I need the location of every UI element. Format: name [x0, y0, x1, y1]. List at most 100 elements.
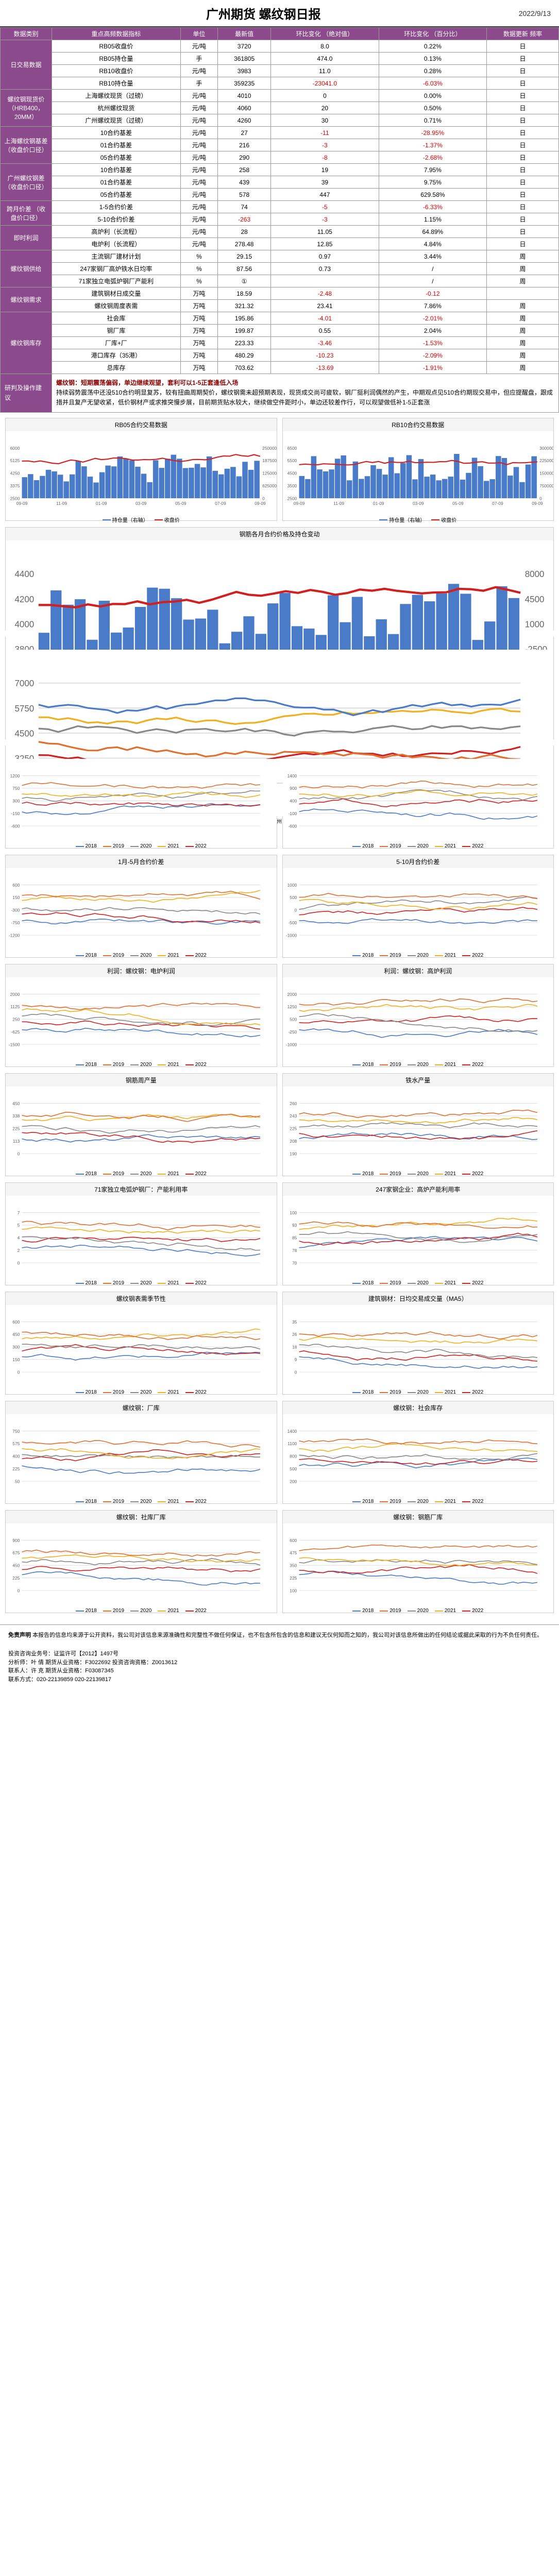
table-header: 环比变化 （百分比） [379, 28, 486, 40]
svg-text:3500: 3500 [287, 483, 297, 488]
data-cell: 278.48 [218, 238, 271, 250]
svg-text:5750: 5750 [14, 703, 34, 713]
svg-text:750: 750 [12, 786, 20, 791]
data-cell: 万吨 [180, 337, 217, 349]
data-cell: 日 [487, 77, 559, 90]
chart-body: 10005000-500-1000 [283, 868, 554, 952]
legend-item: 2022 [185, 1499, 207, 1504]
chart-panel: 71家独立电弧炉钢厂：产能利用率754202018201920202021202… [5, 1182, 277, 1285]
data-cell: -8 [271, 151, 379, 164]
svg-text:5: 5 [18, 1223, 20, 1228]
data-cell: 71家独立电弧炉钢厂产能利 [52, 275, 181, 287]
table-row: 螺纹钢现货价 （HRB400，20MM）上海螺纹现货（过磅）元/吨401000.… [1, 90, 559, 102]
table-header: 单位 [180, 28, 217, 40]
data-cell: 元/吨 [180, 65, 217, 77]
data-cell: 0.50% [379, 102, 486, 114]
data-cell: 9.75% [379, 176, 486, 189]
svg-text:350: 350 [290, 1563, 297, 1568]
legend-item: 2020 [130, 1062, 151, 1067]
data-cell: -1.37% [379, 139, 486, 151]
table-row: 杭州螺纹现货元/吨4060200.50%日 [1, 102, 559, 114]
data-cell: 01合约基差 [52, 176, 181, 189]
data-cell: 主流钢厂建材计划 [52, 250, 181, 263]
chart-body: 14001100800500200 [283, 1414, 554, 1498]
data-cell: 周 [487, 337, 559, 349]
svg-text:0: 0 [294, 907, 297, 912]
data-cell: 0.13% [379, 53, 486, 65]
svg-text:150: 150 [12, 895, 20, 900]
svg-text:6500: 6500 [287, 445, 297, 450]
svg-text:800: 800 [290, 1453, 297, 1459]
chart-panel: 螺纹钢主流市场现货价格70005750450032502000螺纹钢：HRB40… [5, 636, 554, 739]
legend-item: 2019 [103, 843, 124, 849]
svg-text:-1000: -1000 [285, 933, 297, 938]
legend-item: 2018 [76, 1062, 97, 1067]
data-cell: 19 [271, 164, 379, 176]
data-cell: % [180, 250, 217, 263]
svg-text:70: 70 [292, 1260, 297, 1265]
svg-text:500: 500 [290, 1016, 297, 1022]
legend-item: 2019 [380, 1389, 401, 1395]
table-row: 05合约基差元/吨578447629.58%日 [1, 189, 559, 201]
data-cell: 195.86 [218, 312, 271, 325]
legend-item: 2019 [380, 1499, 401, 1504]
data-cell: 社会库 [52, 312, 181, 325]
chart-panel: 螺纹钢：社会库存14001100800500200201820192020202… [282, 1401, 554, 1504]
table-row: 厂库+厂万吨223.33-3.46-1.53%周 [1, 337, 559, 349]
svg-text:0: 0 [262, 496, 265, 501]
data-cell: -4.01 [271, 312, 379, 325]
legend-item: 2020 [130, 843, 151, 849]
data-cell: 4.84% [379, 238, 486, 250]
data-cell: 日 [487, 164, 559, 176]
legend-item: 2021 [158, 953, 179, 958]
legend-item: 持仓量（右轴） [103, 516, 148, 523]
svg-text:-150: -150 [11, 810, 20, 816]
svg-text:09-09: 09-09 [293, 501, 304, 506]
data-cell: -2.48 [271, 287, 379, 300]
table-row: 01合约基差元/吨439399.75%日 [1, 176, 559, 189]
legend-item: 2021 [158, 1389, 179, 1395]
svg-text:01-09: 01-09 [96, 501, 107, 506]
legend-item: 2022 [462, 1389, 483, 1395]
svg-text:4500: 4500 [14, 728, 34, 738]
svg-text:4400: 4400 [14, 569, 34, 579]
svg-text:600: 600 [12, 1319, 20, 1324]
legend-item: 2018 [76, 953, 97, 958]
legend-item: 2021 [158, 1171, 179, 1177]
data-cell: 3.44% [379, 250, 486, 263]
data-cell: 8.0 [271, 40, 379, 53]
legend-item: 2020 [130, 1171, 151, 1177]
legend-item: 2021 [435, 1062, 456, 1067]
data-cell: 钢厂库 [52, 325, 181, 337]
category-cell: 日交易数据 [1, 40, 52, 90]
data-cell: -2.68% [379, 151, 486, 164]
data-cell: 578 [218, 189, 271, 201]
legend-item: 2018 [76, 1389, 97, 1395]
legend-item: 2020 [408, 1608, 429, 1614]
svg-text:1400: 1400 [287, 1428, 297, 1433]
svg-text:243: 243 [290, 1113, 297, 1118]
data-cell: 4060 [218, 102, 271, 114]
chart-panel: 钢筋周产量450338225113020182019202020212022 [5, 1073, 277, 1176]
legend-item: 收盘价 [431, 516, 456, 523]
data-cell: 日 [487, 114, 559, 127]
legend-item: 2018 [352, 1171, 374, 1177]
legend-item: 2022 [185, 1389, 207, 1395]
data-cell: -263 [218, 213, 271, 226]
svg-text:190: 190 [290, 1151, 297, 1156]
legend-item: 2018 [352, 1499, 374, 1504]
data-cell: -2.01% [379, 312, 486, 325]
data-cell: 周 [487, 362, 559, 374]
data-cell: 日 [487, 213, 559, 226]
disclaimer-text: 本报告的信息均来源于公开资料，我公司对该信息来源准确性和完整性不做任何保证，也不… [32, 1632, 543, 1638]
legend-item: 2019 [380, 843, 401, 849]
svg-text:2250000: 2250000 [539, 458, 553, 463]
svg-text:50: 50 [15, 1479, 20, 1484]
legend-item: 2022 [185, 1171, 207, 1177]
chart-panel: RB10合约交易数据650030000005500225000045001500… [282, 418, 554, 521]
legend-item: 2021 [435, 843, 456, 849]
data-cell [271, 275, 379, 287]
chart-title: 71家独立电弧炉钢厂：产能利用率 [6, 1183, 277, 1196]
svg-text:7: 7 [18, 1210, 20, 1215]
data-cell: RB10收盘价 [52, 65, 181, 77]
